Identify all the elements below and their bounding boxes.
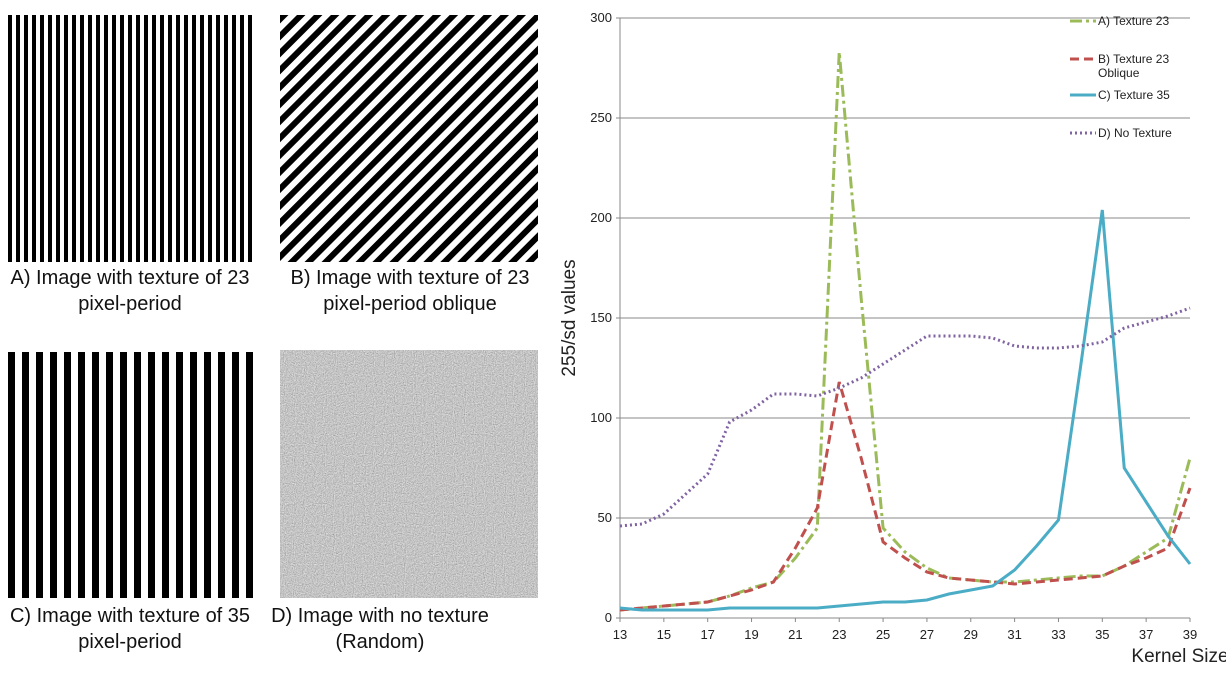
- legend-entry: A) Texture 23: [1068, 14, 1226, 28]
- texture-image: [8, 15, 255, 262]
- y-tick-label: 150: [590, 310, 612, 325]
- legend-entry: D) No Texture: [1068, 126, 1226, 140]
- x-tick-label: 33: [1051, 627, 1065, 642]
- y-tick-label: 0: [605, 610, 612, 625]
- legend-label: C) Texture 35: [1098, 88, 1170, 102]
- caption: B) Image with texture of 23 pixel-period…: [290, 267, 530, 315]
- texture-image: [280, 15, 538, 262]
- caption: D) Image with no texture (Random): [271, 605, 489, 653]
- x-tick-label: 31: [1007, 627, 1021, 642]
- x-tick-label: 35: [1095, 627, 1109, 642]
- texture-image: [8, 352, 255, 598]
- x-tick-label: 21: [788, 627, 802, 642]
- legend-entry: C) Texture 35: [1068, 88, 1226, 102]
- series-line: [619, 306, 1191, 528]
- series-line: [619, 209, 1192, 612]
- legend-swatch: [1070, 93, 1096, 97]
- noise-image: [280, 350, 538, 598]
- series-line: [619, 381, 1192, 612]
- legend-swatch: [1070, 131, 1096, 135]
- x-tick-label: 37: [1139, 627, 1153, 642]
- caption: A) Image with texture of 23 pixel-period: [10, 267, 250, 315]
- x-tick-label: 23: [832, 627, 846, 642]
- y-tick-label: 100: [590, 410, 612, 425]
- x-tick-label: 19: [744, 627, 758, 642]
- legend-label: D) No Texture: [1098, 126, 1172, 140]
- y-tick-label: 50: [598, 510, 612, 525]
- x-tick-label: 25: [876, 627, 890, 642]
- x-tick-label: 29: [964, 627, 978, 642]
- legend-label: A) Texture 23: [1098, 14, 1170, 28]
- y-tick-label: 300: [590, 10, 612, 25]
- x-tick-label: 27: [920, 627, 934, 642]
- x-tick-label: 13: [613, 627, 627, 642]
- x-tick-label: 17: [700, 627, 714, 642]
- legend-entry: B) Texture 23 Oblique: [1068, 52, 1194, 80]
- legend-swatch: [1070, 57, 1096, 61]
- x-tick-label: 39: [1183, 627, 1197, 642]
- legend-label: B) Texture 23 Oblique: [1098, 52, 1170, 80]
- chart: Kernel Size 255/sd values 0 50 100 150 200 25…: [559, 10, 1226, 667]
- y-axis-label: 255/sd values: [559, 259, 580, 376]
- caption: C) Image with texture of 35 pixel-period: [9, 605, 251, 653]
- x-tick-label: 15: [657, 627, 671, 642]
- x-axis-label: Kernel Size: [1131, 646, 1226, 667]
- legend-swatch: [1070, 19, 1096, 23]
- y-tick-label: 250: [590, 110, 612, 125]
- y-tick-label: 200: [590, 210, 612, 225]
